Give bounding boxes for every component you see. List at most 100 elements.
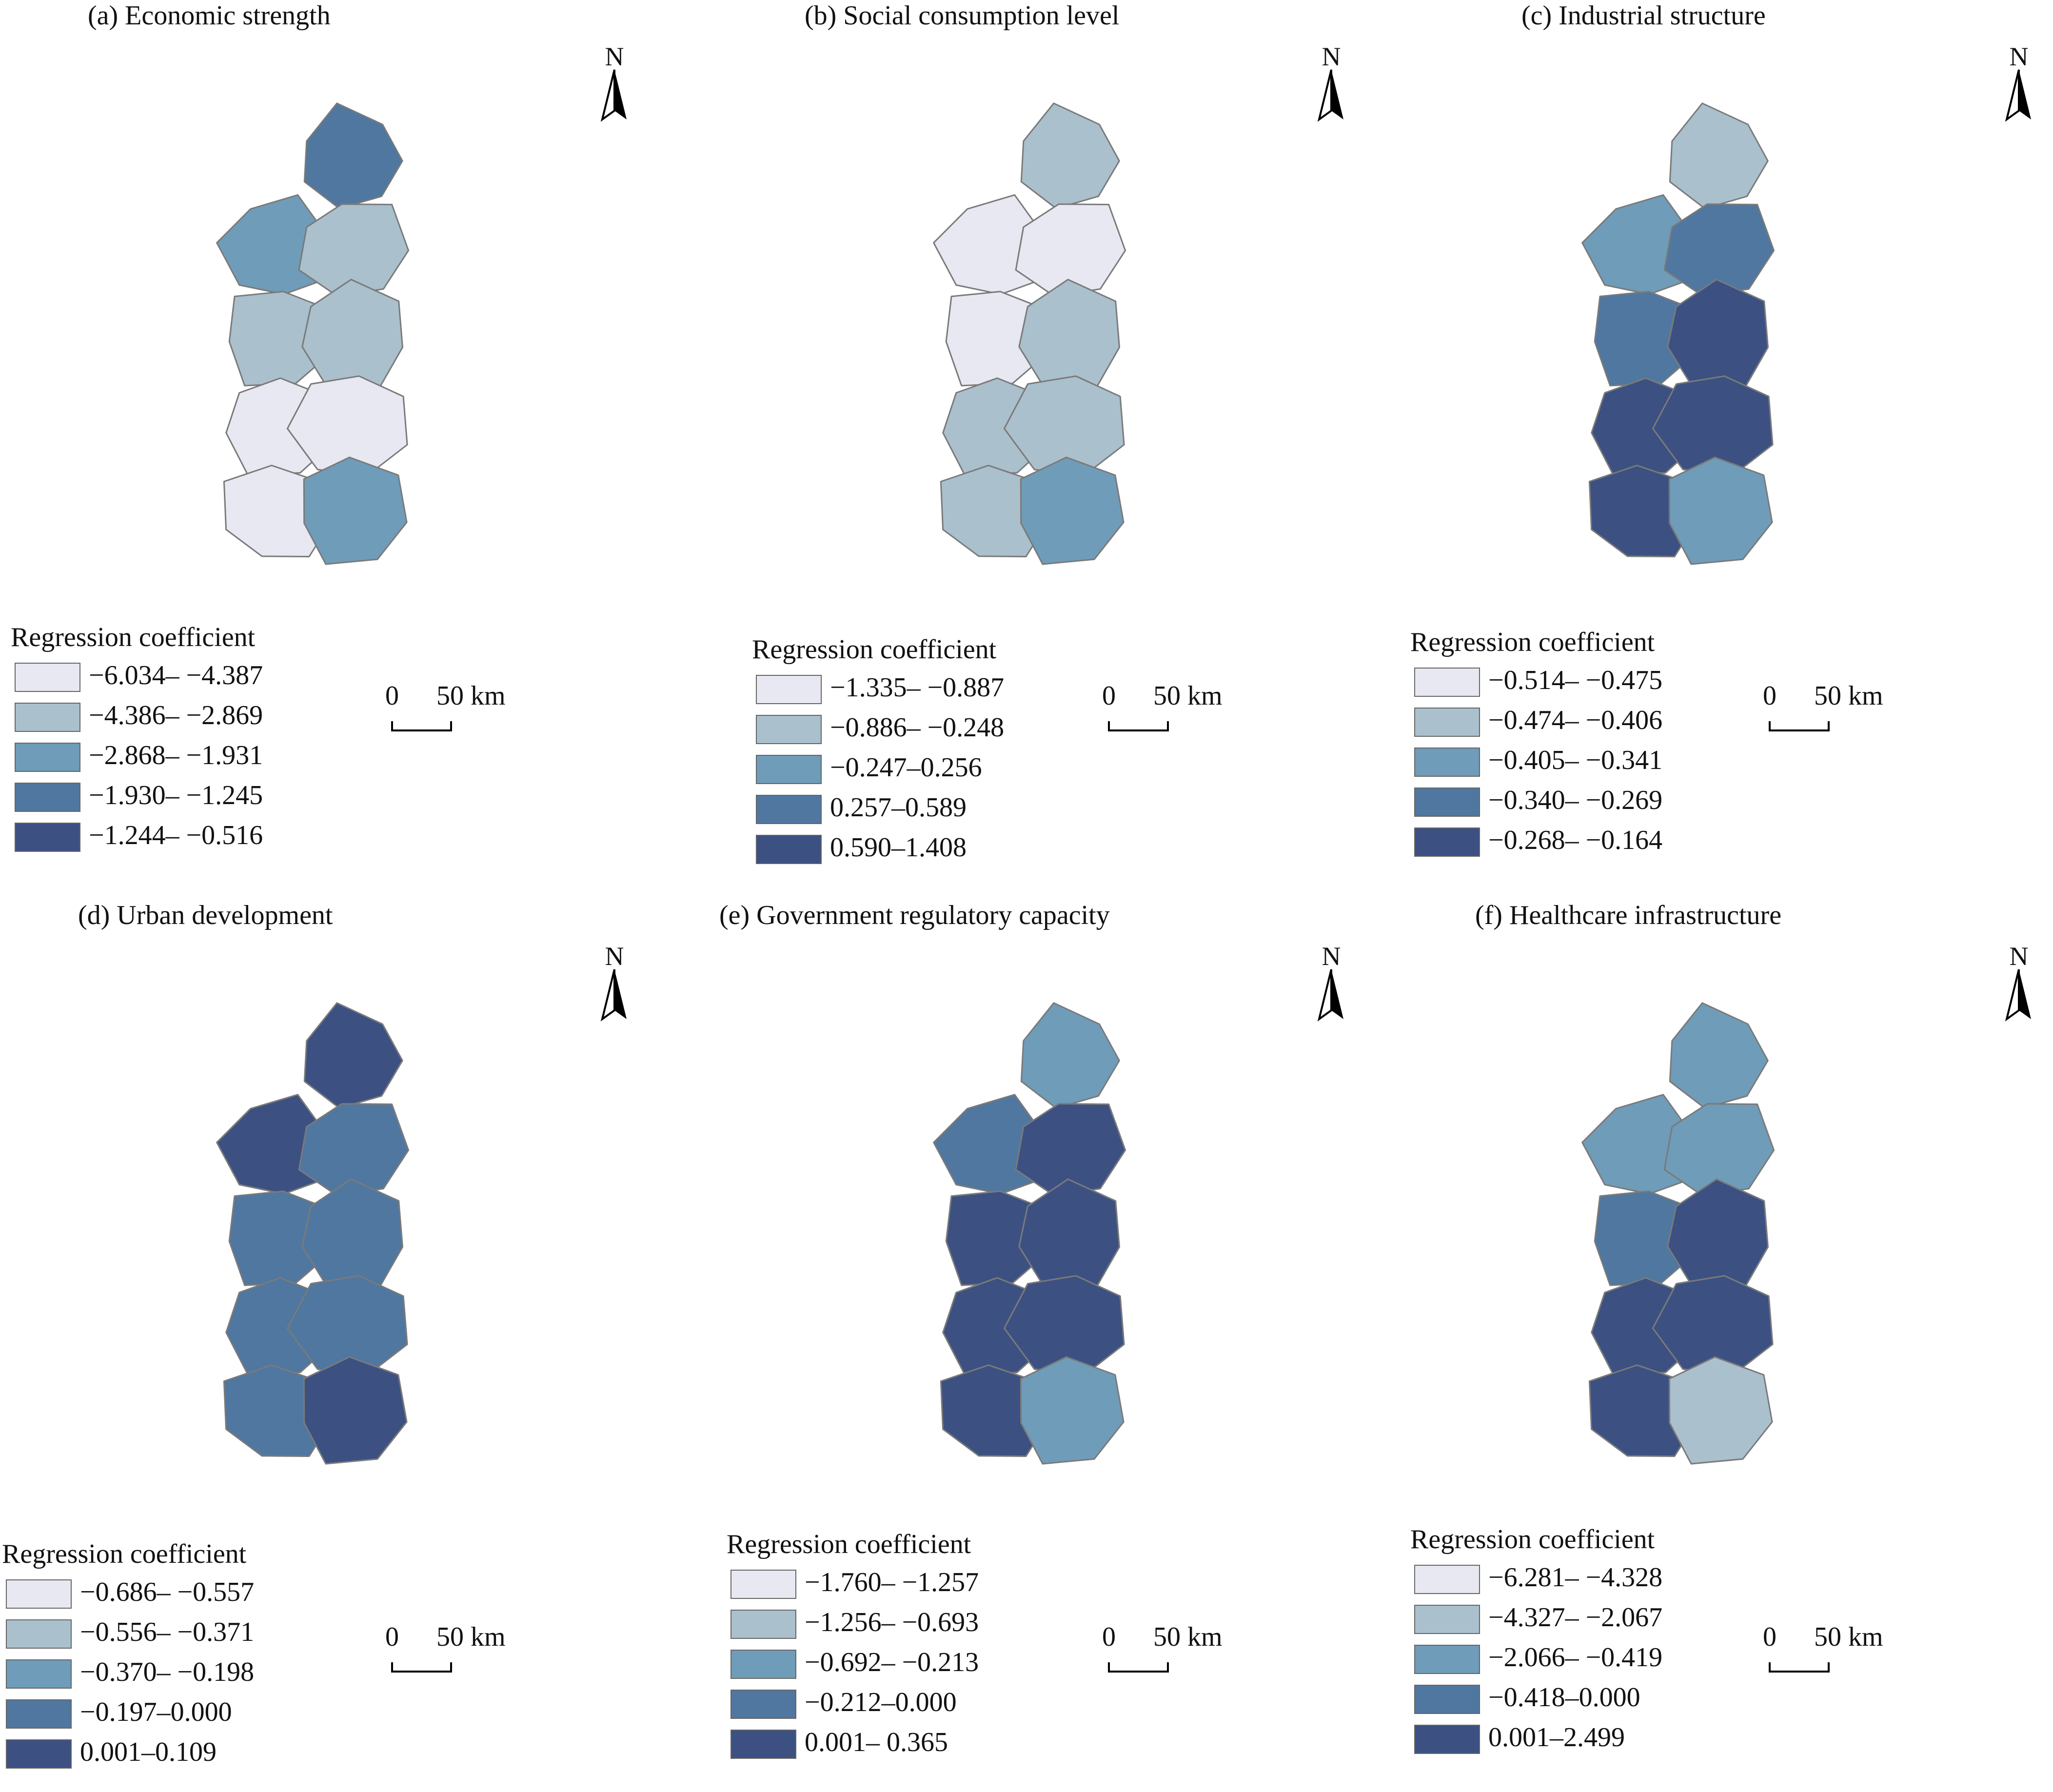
scale-bar: 0 50 km	[1102, 680, 1223, 734]
legend-swatch	[15, 783, 80, 812]
legend-range: 0.001–0.109	[80, 1737, 217, 1767]
legend-range: −0.370– −0.198	[80, 1657, 255, 1687]
choropleth-map	[1581, 1002, 1775, 1465]
legend-range: −6.034– −4.387	[89, 660, 263, 690]
map-region	[303, 456, 408, 565]
legend-item: −1.256– −0.693	[727, 1604, 1068, 1644]
legend-item: −1.760– −1.257	[727, 1564, 1068, 1604]
map-region	[303, 102, 403, 210]
north-arrow-icon	[1317, 969, 1343, 1022]
map-region	[1668, 456, 1773, 565]
panel-title: (a) Economic strength	[88, 0, 331, 31]
legend-swatch	[15, 663, 80, 692]
panel-e: (e) Government regulatory capacity N 0 5…	[717, 900, 1400, 1792]
panel-d: (d) Urban development N 0 50 km Regressi…	[0, 900, 683, 1792]
panel-title: (c) Industrial structure	[1521, 0, 1766, 31]
legend-item: −4.386– −2.869	[11, 697, 352, 737]
map-region	[301, 278, 403, 390]
panel-title: (d) Urban development	[78, 900, 333, 930]
legend: Regression coefficient −0.686– −0.557 −0…	[2, 1538, 343, 1773]
legend-swatch	[756, 835, 822, 864]
scale-zero: 0	[385, 681, 399, 711]
legend-item: −2.066– −0.419	[1410, 1639, 1752, 1679]
legend-swatch	[730, 1610, 796, 1639]
legend-item: −1.335– −0.887	[752, 669, 1093, 709]
map-region	[1020, 1002, 1120, 1109]
legend-range: −0.340– −0.269	[1488, 785, 1663, 815]
legend-range: 0.001–2.499	[1488, 1722, 1625, 1753]
scale-distance: 50 km	[1153, 681, 1223, 711]
legend-swatch	[730, 1730, 796, 1759]
legend-range: −6.281– −4.328	[1488, 1562, 1663, 1593]
legend-swatch	[1414, 827, 1480, 857]
legend-swatch	[730, 1570, 796, 1599]
legend-range: −0.692– −0.213	[805, 1647, 979, 1677]
legend-swatch	[1414, 668, 1480, 697]
legend-title: Regression coefficient	[1410, 627, 1655, 657]
north-arrow-icon	[600, 969, 627, 1022]
legend-range: −2.066– −0.419	[1488, 1642, 1663, 1673]
legend-item: −0.405– −0.341	[1410, 742, 1752, 782]
legend-item: −6.281– −4.328	[1410, 1559, 1752, 1599]
north-label: N	[605, 42, 624, 71]
choropleth-map	[933, 1002, 1126, 1465]
map-region	[1018, 1178, 1120, 1290]
legend-swatch	[1414, 1605, 1480, 1634]
panel-title: (f) Healthcare infrastructure	[1475, 900, 1782, 930]
legend-range: −0.556– −0.371	[80, 1617, 255, 1647]
scale-bar: 0 50 km	[385, 680, 506, 734]
legend-swatch	[730, 1690, 796, 1719]
legend-range: −0.474– −0.406	[1488, 705, 1663, 735]
choropleth-map	[216, 102, 410, 565]
north-arrow-icon	[2005, 969, 2031, 1022]
scale-bar-line	[391, 721, 452, 731]
legend-swatch	[15, 743, 80, 772]
north-arrow: N	[1992, 941, 2046, 1029]
legend-item: −0.212–0.000	[727, 1684, 1068, 1724]
panel-a: (a) Economic strength N 0 50 km Regressi…	[0, 0, 683, 892]
north-label: N	[605, 942, 624, 971]
legend-item: −0.886– −0.248	[752, 709, 1093, 749]
legend-range: −0.212–0.000	[805, 1687, 957, 1717]
north-arrow: N	[588, 941, 641, 1029]
legend-swatch	[1414, 1725, 1480, 1754]
map-region	[1020, 1356, 1125, 1465]
legend-range: −1.930– −1.245	[89, 780, 263, 810]
panel-b: (b) Social consumption level N 0 50 km R…	[717, 0, 1400, 892]
legend-swatch	[1414, 788, 1480, 817]
legend-swatch	[6, 1579, 72, 1609]
north-arrow: N	[1304, 941, 1358, 1029]
legend-item: −0.514– −0.475	[1410, 662, 1752, 702]
legend-item: −0.686– −0.557	[2, 1574, 343, 1614]
panel-title: (b) Social consumption level	[805, 0, 1120, 31]
legend-swatch	[1414, 1565, 1480, 1594]
north-arrow-icon	[1317, 69, 1343, 122]
choropleth-map	[1581, 102, 1775, 565]
legend: Regression coefficient −6.034– −4.387 −4…	[11, 622, 352, 857]
north-arrow: N	[588, 41, 641, 129]
legend-item: −0.474– −0.406	[1410, 702, 1752, 742]
scale-bar-line	[1108, 721, 1169, 731]
north-label: N	[1322, 942, 1341, 971]
north-label: N	[2009, 942, 2029, 971]
legend-range: −0.197–0.000	[80, 1697, 232, 1727]
legend-swatch	[1414, 1645, 1480, 1674]
legend-range: −0.886– −0.248	[830, 712, 1005, 743]
legend-item: −1.930– −1.245	[11, 777, 352, 817]
legend-swatch	[730, 1650, 796, 1679]
legend-swatch	[1414, 748, 1480, 777]
legend-swatch	[6, 1699, 72, 1729]
scale-zero: 0	[385, 1622, 399, 1652]
legend: Regression coefficient −0.514– −0.475 −0…	[1410, 627, 1752, 862]
scale-distance: 50 km	[1814, 681, 1883, 711]
map-region	[303, 1356, 408, 1465]
legend-swatch	[756, 795, 822, 824]
legend-range: −1.244– −0.516	[89, 820, 263, 850]
legend: Regression coefficient −1.760– −1.257 −1…	[727, 1529, 1068, 1764]
scale-bar: 0 50 km	[1763, 1621, 1883, 1675]
legend-item: 0.001–0.109	[2, 1733, 343, 1773]
legend-swatch	[756, 675, 822, 704]
legend-range: −2.868– −1.931	[89, 740, 263, 770]
legend-range: −0.405– −0.341	[1488, 745, 1663, 775]
legend-title: Regression coefficient	[2, 1539, 247, 1569]
